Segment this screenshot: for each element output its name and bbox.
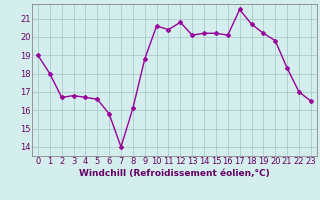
X-axis label: Windchill (Refroidissement éolien,°C): Windchill (Refroidissement éolien,°C): [79, 169, 270, 178]
